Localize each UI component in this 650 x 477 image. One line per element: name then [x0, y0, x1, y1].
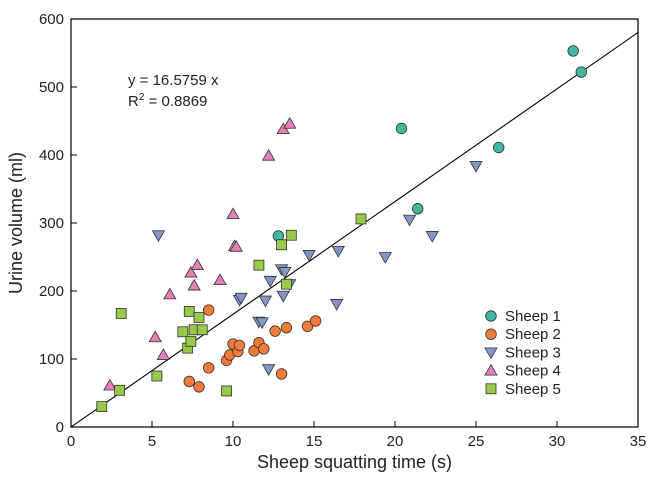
data-point-sheep-2 — [269, 325, 281, 337]
data-point-sheep-2 — [193, 381, 205, 393]
data-point-sheep-3 — [276, 290, 290, 303]
x-tick-label: 10 — [225, 433, 242, 450]
data-point-sheep-5 — [276, 239, 288, 251]
data-point-sheep-5 — [177, 326, 189, 338]
r-squared-label: R2 = 0.8869 — [128, 92, 207, 110]
data-point-sheep-4 — [229, 239, 243, 252]
data-point-sheep-4 — [261, 148, 276, 161]
data-point-sheep-5 — [285, 229, 297, 241]
data-point-sheep-2 — [301, 320, 314, 333]
data-point-sheep-3 — [234, 292, 248, 305]
legend-marker-sheep-1 — [485, 310, 497, 322]
legend-label: Sheep 1 — [505, 308, 561, 325]
y-tick-label: 600 — [39, 11, 64, 28]
data-point-sheep-5 — [183, 305, 195, 317]
data-point-sheep-4 — [163, 287, 177, 300]
data-point-sheep-3 — [425, 231, 439, 243]
data-point-sheep-3 — [331, 245, 345, 258]
y-tick-label: 0 — [56, 419, 64, 436]
x-tick-label: 30 — [549, 433, 566, 450]
data-point-sheep-4 — [103, 378, 117, 391]
data-point-sheep-1 — [492, 141, 505, 154]
x-tick-label: 5 — [148, 433, 156, 450]
data-point-sheep-2 — [275, 368, 288, 380]
fit-equation-label: y = 16.5759 x — [128, 72, 219, 89]
fit-line-layer — [71, 32, 638, 427]
data-point-sheep-5 — [281, 278, 292, 290]
data-point-sheep-2 — [183, 375, 195, 388]
axis-ticks-layer: 0 5 10 15 20 25 30 35 0 100 200 300 400 500 600 — [39, 11, 646, 450]
data-point-sheep-3 — [255, 317, 269, 330]
y-tick-label: 300 — [39, 215, 64, 232]
data-point-sheep-5 — [115, 308, 127, 319]
x-axis-title: Sheep squatting time (s) — [257, 452, 452, 472]
data-point-sheep-4 — [213, 273, 227, 286]
data-point-sheep-2 — [202, 362, 215, 374]
data-point-sheep-3 — [469, 160, 483, 173]
x-tick-label: 15 — [306, 433, 323, 450]
regression-line — [71, 32, 638, 427]
data-point-sheep-3 — [278, 267, 292, 279]
data-point-sheep-3 — [378, 252, 392, 264]
data-point-sheep-3 — [329, 299, 344, 311]
y-tick-label: 100 — [39, 351, 64, 368]
legend-marker-sheep-4 — [484, 363, 498, 376]
data-point-sheep-4 — [187, 278, 201, 291]
y-tick-label: 500 — [39, 79, 64, 96]
data-point-sheep-3 — [302, 250, 316, 262]
legend-label: Sheep 5 — [505, 381, 561, 398]
data-point-sheep-2 — [309, 315, 322, 327]
data-point-sheep-5 — [185, 335, 197, 347]
legend-label: Sheep 2 — [505, 326, 561, 343]
data-point-sheep-3 — [258, 295, 273, 308]
legend-label: Sheep 3 — [505, 344, 561, 361]
x-tick-label: 20 — [387, 433, 404, 450]
data-point-sheep-1 — [567, 45, 579, 57]
data-point-sheep-4 — [226, 207, 240, 220]
y-tick-label: 200 — [39, 283, 64, 300]
y-axis-title: Urine volume (ml) — [6, 152, 26, 294]
y-tick-label: 400 — [39, 147, 64, 164]
r-squared-exponent: 2 — [139, 92, 145, 103]
data-point-sheep-1 — [411, 203, 424, 215]
data-point-sheep-2 — [202, 304, 215, 316]
data-point-sheep-1 — [575, 66, 588, 78]
data-point-sheep-3 — [261, 364, 276, 377]
data-point-sheep-5 — [196, 324, 208, 336]
data-point-sheep-3 — [402, 214, 417, 227]
legend-marker-sheep-3 — [484, 347, 498, 360]
x-tick-label: 0 — [67, 433, 75, 450]
data-point-sheep-5 — [96, 401, 108, 413]
x-tick-label: 25 — [468, 433, 485, 450]
data-point-sheep-4 — [283, 116, 297, 129]
data-point-sheep-4 — [190, 258, 205, 271]
data-point-sheep-5 — [355, 213, 367, 225]
data-point-sheep-4 — [148, 330, 162, 343]
legend-marker-sheep-5 — [485, 383, 497, 395]
data-point-sheep-5 — [221, 385, 232, 397]
data-point-sheep-3 — [151, 230, 166, 243]
data-point-sheep-5 — [114, 384, 125, 396]
data-point-sheep-1 — [395, 122, 408, 135]
data-point-sheep-5 — [193, 312, 205, 323]
r-squared-symbol: R — [128, 93, 139, 110]
data-points-layer — [96, 45, 588, 413]
r-squared-value: = 0.8869 — [144, 93, 207, 110]
data-point-sheep-2 — [233, 339, 246, 352]
legend-label: Sheep 4 — [505, 363, 561, 380]
legend-marker-sheep-2 — [485, 328, 497, 340]
data-point-sheep-2 — [280, 322, 293, 334]
data-point-sheep-3 — [263, 275, 277, 288]
data-point-sheep-4 — [184, 265, 198, 278]
data-point-sheep-5 — [151, 370, 163, 382]
x-tick-label: 35 — [630, 433, 647, 450]
data-point-sheep-2 — [258, 343, 270, 355]
data-point-sheep-4 — [156, 348, 171, 360]
data-point-sheep-5 — [253, 259, 265, 271]
